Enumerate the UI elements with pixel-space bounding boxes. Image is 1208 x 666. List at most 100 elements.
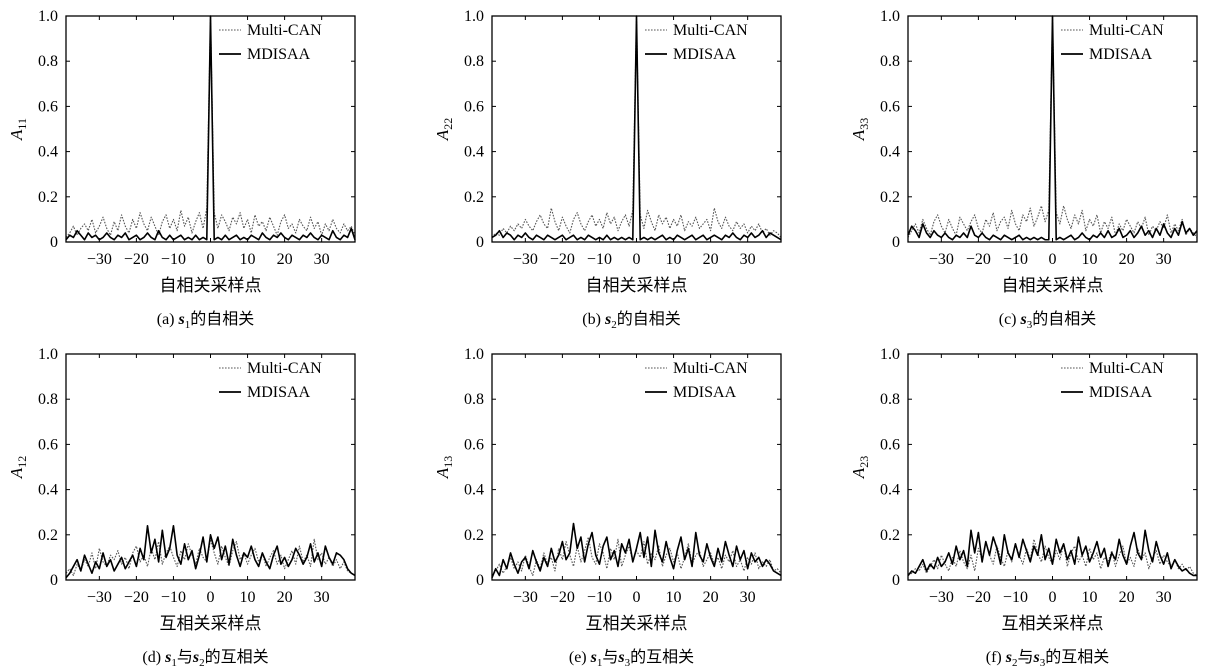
caption-prefix: (f)	[986, 649, 1006, 666]
y-tick-label: 1.0	[464, 346, 484, 363]
caption-signal-sub: 2	[1012, 657, 1018, 666]
legend-label-mdisaa: MDISAA	[1089, 384, 1153, 401]
series-line-mdisaa	[491, 522, 782, 579]
caption-signal-sub: 1	[185, 319, 191, 331]
x-tick-label: 30	[740, 589, 756, 606]
x-tick-label: 30	[740, 251, 756, 268]
y-axis-label: A11	[7, 118, 29, 141]
x-tick-label: −30	[87, 589, 112, 606]
x-tick-label: 30	[1156, 251, 1172, 268]
y-tick-label: 0.4	[880, 482, 900, 499]
x-tick-label: 10	[1082, 251, 1098, 268]
x-tick-label: 10	[666, 251, 682, 268]
caption-signal: s	[590, 649, 597, 666]
subplot-d: −30 −20 −10 0 10 20 3000.20.40.60.81.0A12互相关采样…	[7, 346, 356, 666]
y-tick-label: 0.4	[464, 482, 484, 499]
x-tick-label: 20	[277, 251, 293, 268]
caption-signal: s	[178, 311, 185, 328]
caption-suffix: 的互相关	[1045, 648, 1109, 666]
y-axis-label-sub: 33	[857, 118, 871, 130]
caption-suffix: 的自相关	[617, 310, 681, 328]
subplot-b: −30 −20 −10 0 10 20 30 0 0.2 0.4 0.6 0.8 1.0 A22 自相关采样…	[433, 8, 782, 331]
y-axis-label-sub: 22	[441, 118, 455, 130]
x-tick-label: −20	[966, 251, 991, 268]
caption-prefix: (d)	[142, 649, 165, 666]
series-line-multi-can	[907, 538, 1198, 576]
legend-label-multi-can: Multi-CAN	[247, 22, 322, 39]
subplot-a: −30 −20 −10 0 10 20 30 0 0.2 0.4 0.6 0.8 1.0 A11 自相关采样…	[7, 8, 356, 331]
y-tick-label: 0.6	[880, 98, 900, 115]
x-tick-label: −10	[1003, 589, 1028, 606]
y-tick-label: 0	[476, 572, 484, 589]
y-axis-label: A22	[433, 118, 455, 141]
caption-signal: s	[1032, 649, 1039, 666]
x-tick-label: 20	[1119, 589, 1135, 606]
legend-label-multi-can: Multi-CAN	[673, 360, 748, 377]
y-tick-label: 0.8	[464, 53, 484, 70]
panel-caption: (f) s2与s3的互相关	[986, 648, 1109, 666]
y-tick-label: 0.2	[38, 189, 58, 206]
caption-prefix: (e)	[569, 649, 591, 666]
series-line-mdisaa	[65, 524, 356, 579]
x-tick-label: −10	[161, 589, 186, 606]
x-tick-label: 30	[314, 589, 330, 606]
series-line-mdisaa	[65, 15, 356, 241]
caption-suffix: 的互相关	[630, 648, 694, 666]
caption-signal: s	[604, 311, 611, 328]
y-tick-label: 0.6	[464, 98, 484, 115]
x-axis-label: 互相关采样点	[1002, 614, 1104, 633]
x-axis-label: 自相关采样点	[1002, 276, 1104, 295]
x-tick-label: 0	[207, 251, 215, 268]
y-axis-label-sub: 23	[857, 456, 871, 468]
y-axis-label: A13	[433, 456, 455, 479]
y-tick-label: 0.4	[38, 144, 58, 161]
x-tick-label: −30	[929, 251, 954, 268]
y-tick-label: 0.2	[880, 527, 900, 544]
caption-signal: s	[192, 649, 199, 666]
caption-suffix: 的自相关	[190, 310, 254, 328]
y-tick-label: 0.6	[38, 98, 58, 115]
x-tick-label: −30	[513, 251, 538, 268]
caption-signal-sub: 3	[625, 657, 631, 666]
y-tick-label: 0.8	[38, 53, 58, 70]
x-tick-label: −20	[550, 251, 575, 268]
y-axis-label-sub: 13	[441, 456, 455, 468]
y-tick-label: 0	[892, 234, 900, 251]
x-tick-label: −20	[550, 589, 575, 606]
y-tick-label: 0.2	[38, 527, 58, 544]
y-tick-label: 0.8	[880, 53, 900, 70]
caption-conjunction: 与	[177, 648, 193, 666]
y-tick-label: 0.6	[38, 436, 58, 453]
caption-signal-sub: 1	[171, 657, 177, 666]
x-tick-label: −20	[124, 251, 149, 268]
caption-signal-sub: 3	[1040, 657, 1046, 666]
legend-label-mdisaa: MDISAA	[1089, 46, 1153, 63]
x-tick-label: 0	[633, 251, 641, 268]
caption-signal-sub: 3	[1027, 319, 1033, 331]
x-tick-label: 10	[1082, 589, 1098, 606]
y-tick-label: 0	[50, 572, 58, 589]
y-axis-label-base: A	[7, 467, 26, 479]
x-tick-label: 0	[207, 589, 215, 606]
x-tick-label: 20	[1119, 251, 1135, 268]
x-axis-label: 自相关采样点	[586, 276, 688, 295]
y-axis-label-base: A	[7, 129, 26, 141]
x-tick-label: 10	[666, 589, 682, 606]
caption-prefix: (c)	[999, 311, 1021, 328]
y-tick-label: 0	[50, 234, 58, 251]
caption-conjunction: 与	[602, 648, 618, 666]
x-tick-label: −10	[587, 589, 612, 606]
legend-label-multi-can: Multi-CAN	[1089, 22, 1164, 39]
legend-label-mdisaa: MDISAA	[247, 384, 311, 401]
x-tick-label: 10	[240, 589, 256, 606]
series-line-mdisaa	[907, 529, 1197, 577]
y-tick-label: 1.0	[38, 346, 58, 363]
x-tick-label: 0	[1049, 589, 1057, 606]
y-tick-label: 0.2	[464, 527, 484, 544]
x-tick-label: −30	[87, 251, 112, 268]
x-tick-label: 30	[314, 251, 330, 268]
y-tick-label: 0	[476, 234, 484, 251]
y-tick-label: 0.4	[38, 482, 58, 499]
x-tick-label: 0	[633, 589, 641, 606]
